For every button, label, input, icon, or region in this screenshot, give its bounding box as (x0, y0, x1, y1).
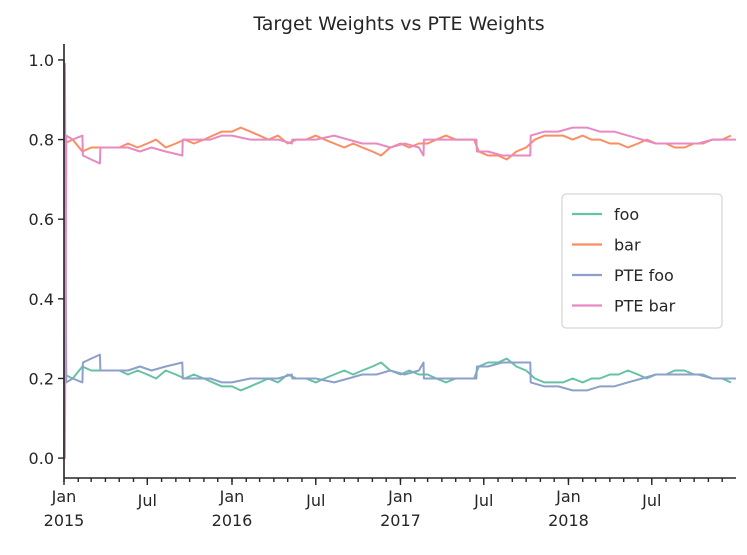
y-tick-label: 0.2 (29, 369, 54, 388)
x-tick-label: Jul (305, 491, 325, 510)
x-tick-label: Jul (473, 491, 493, 510)
y-tick-label: 0.6 (29, 210, 54, 229)
legend-box (561, 193, 723, 329)
x-tick-label: 2015 (44, 511, 85, 530)
x-tick-label: Jan (219, 487, 245, 506)
legend-label: PTE bar (614, 297, 676, 316)
y-tick-label: 0.4 (29, 290, 54, 309)
y-tick-label: 0.0 (29, 449, 54, 468)
y-tick-label: 0.8 (29, 131, 54, 150)
x-tick-label: 2016 (212, 511, 253, 530)
series-line-pte-bar (63, 59, 736, 460)
x-tick-label: 2018 (548, 511, 589, 530)
legend-label: bar (614, 236, 641, 255)
x-tick-label: Jan (555, 487, 581, 506)
series-layer (63, 59, 736, 460)
x-tick-label: Jan (51, 487, 77, 506)
series-line-bar (64, 126, 732, 161)
chart-title: Target Weights vs PTE Weights (252, 13, 544, 35)
axes-layer: 0.0 0.2 0.4 0.6 0.8 1.0 Jan 2015 Jul Jan 2016 Jul Ja… (29, 44, 736, 530)
y-tick-label: 1.0 (29, 51, 54, 70)
x-tick-label: Jul (641, 491, 661, 510)
legend: foo bar PTE foo PTE bar (561, 193, 723, 329)
series-line-foo (64, 357, 732, 392)
x-tick-label: 2017 (380, 511, 421, 530)
x-tick-label: Jul (137, 491, 157, 510)
x-tick-label: Jan (387, 487, 413, 506)
series-line-pte-foo (63, 62, 736, 459)
legend-label: PTE foo (614, 266, 674, 285)
legend-label: foo (614, 205, 639, 224)
